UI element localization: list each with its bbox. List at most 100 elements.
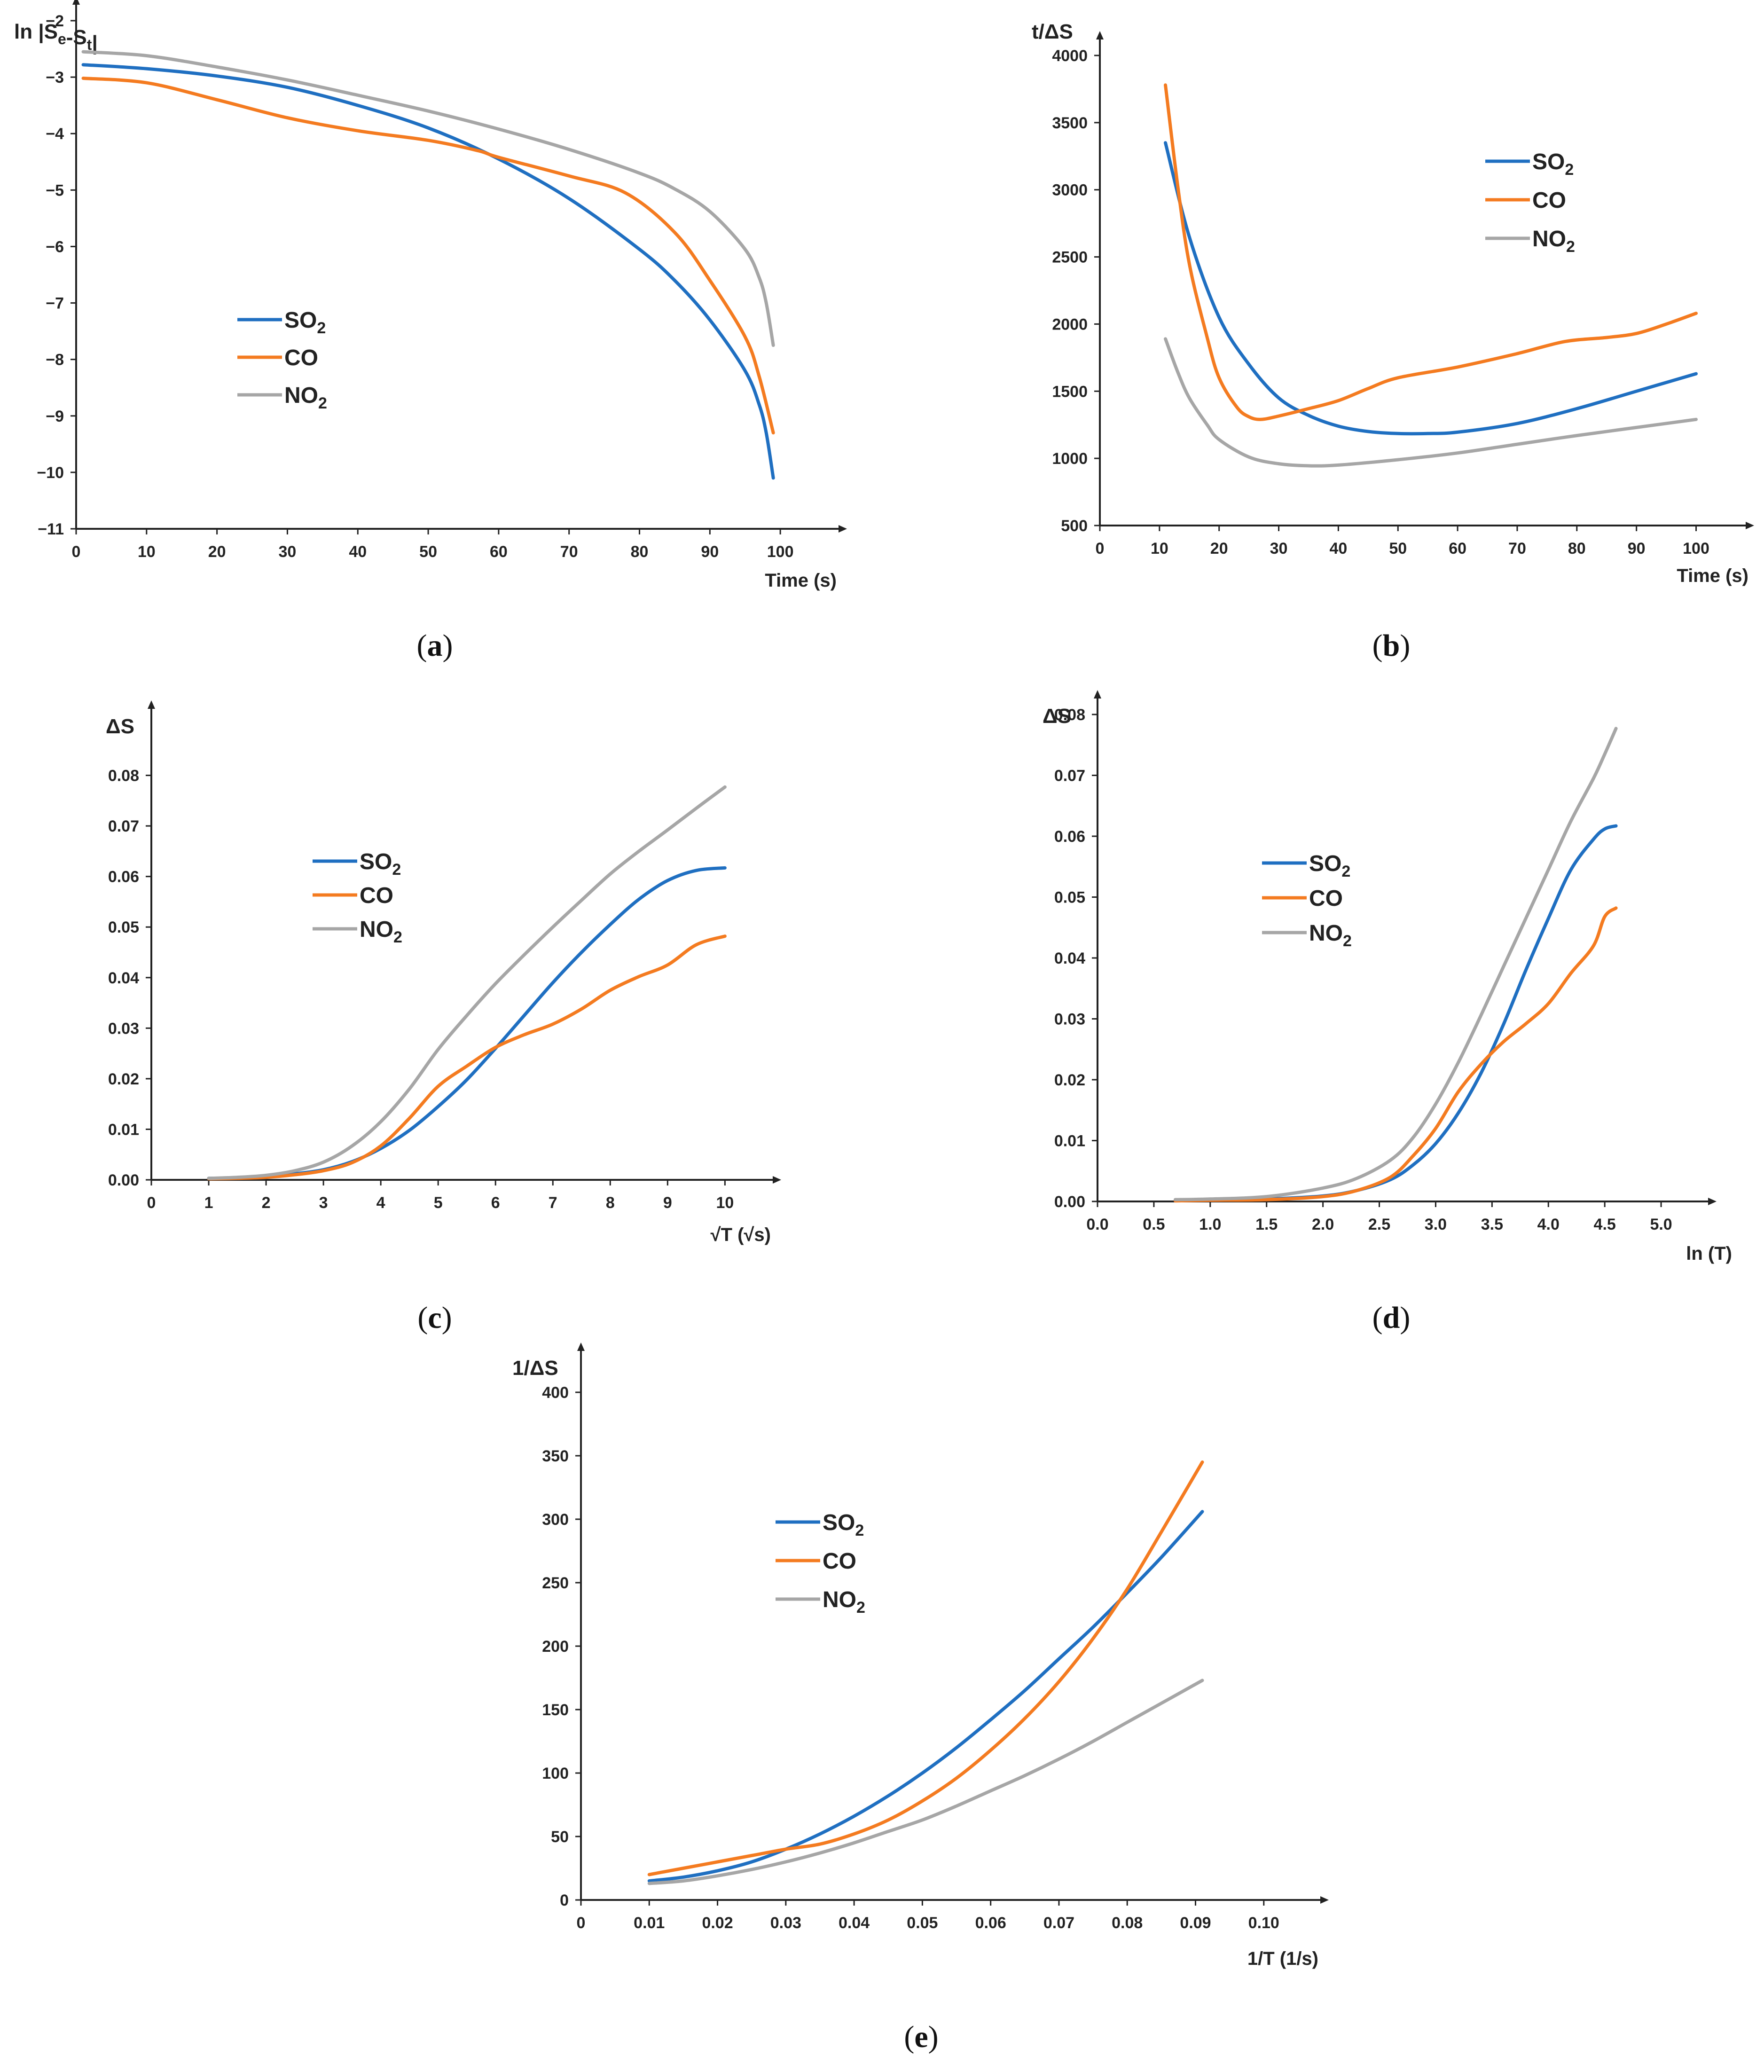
x-axis-label: 1/T (1/s) <box>1247 1948 1318 1969</box>
x-axis-arrow <box>1708 1198 1717 1205</box>
y-tick-label: 0 <box>560 1891 569 1909</box>
x-axis-label: ln (T) <box>1686 1243 1732 1264</box>
x-tick-label: 90 <box>1628 540 1646 557</box>
x-axis-arrow <box>1746 522 1754 529</box>
series-line-so2 <box>207 866 727 1180</box>
y-axis-label: ln |Se-St| <box>14 20 98 55</box>
x-tick-label: 60 <box>490 543 508 561</box>
y-tick-label: 300 <box>542 1511 569 1529</box>
x-tick-label: 80 <box>631 543 649 561</box>
y-tick-label: 0.01 <box>108 1121 139 1138</box>
x-tick-label: 4.5 <box>1594 1216 1616 1233</box>
series-line-co <box>81 77 775 435</box>
panel-label: (b) <box>1372 628 1411 663</box>
y-tick-label: 0.06 <box>108 868 139 886</box>
legend-label-co: CO <box>1532 188 1566 213</box>
x-tick-label: 1 <box>204 1194 213 1212</box>
y-tick-label: −9 <box>46 408 64 425</box>
series-line-so2 <box>1174 824 1618 1202</box>
x-tick-label: 30 <box>279 543 297 561</box>
series-line-so2 <box>1164 141 1698 436</box>
x-tick-label: 50 <box>419 543 437 561</box>
x-tick-label: 90 <box>701 543 719 561</box>
x-tick-label: 7 <box>549 1194 557 1212</box>
y-tick-label: 0.05 <box>1054 889 1085 907</box>
chart-b: 0 10 20 30 40 50 60 70 80 90 100 500 1000 1500 2000 250… <box>1032 20 1754 663</box>
series-line-co <box>1164 83 1698 421</box>
panel-label: (e) <box>904 2020 938 2054</box>
x-tick-label: 2 <box>262 1194 271 1212</box>
legend-label-co: CO <box>823 1549 856 1574</box>
y-tick-label: 150 <box>542 1701 569 1719</box>
legend-label-so2: SO2 <box>1532 149 1574 179</box>
x-axis-label: Time (s) <box>1677 565 1748 586</box>
y-tick-label: −7 <box>46 295 64 313</box>
legend-label-no2: NO2 <box>823 1587 865 1617</box>
legend-label-no2: NO2 <box>284 383 327 412</box>
series-line-no2 <box>1174 727 1618 1201</box>
x-tick-label: 10 <box>138 543 156 561</box>
y-tick-label: 4000 <box>1052 47 1088 65</box>
x-axis-label: √T (√s) <box>711 1224 771 1245</box>
y-tick-label: 3500 <box>1052 114 1088 132</box>
x-tick-label: 3 <box>319 1194 328 1212</box>
x-tick-label: 4 <box>376 1194 385 1212</box>
x-axis-arrow <box>773 1176 781 1184</box>
y-tick-label: 500 <box>1061 517 1088 535</box>
x-tick-label: 5.0 <box>1650 1216 1672 1233</box>
x-tick-label: 20 <box>1210 540 1228 557</box>
y-tick-label: −5 <box>46 181 64 199</box>
x-tick-label: 1.0 <box>1199 1216 1221 1233</box>
y-tick-label: 50 <box>551 1828 569 1846</box>
y-tick-label: 1500 <box>1052 383 1088 400</box>
y-axis-arrow <box>1096 31 1104 39</box>
x-tick-label: 5 <box>434 1194 443 1212</box>
legend-label-no2: NO2 <box>1532 227 1575 256</box>
x-tick-label: 30 <box>1270 540 1288 557</box>
y-tick-label: 0.06 <box>1054 828 1085 846</box>
legend-label-so2: SO2 <box>360 849 401 879</box>
y-tick-label: 0.00 <box>1054 1193 1085 1211</box>
x-axis-arrow <box>839 525 847 533</box>
x-tick-label: 50 <box>1389 540 1407 557</box>
x-tick-label: 70 <box>560 543 578 561</box>
y-tick-label: 2500 <box>1052 249 1088 267</box>
x-tick-label: 100 <box>1683 540 1709 557</box>
legend-label-co: CO <box>360 883 393 908</box>
legend-label-so2: SO2 <box>823 1510 864 1539</box>
x-tick-label: 10 <box>1151 540 1168 557</box>
y-axis-label: ΔS <box>106 715 134 738</box>
x-tick-label: 0 <box>577 1914 586 1932</box>
x-tick-label: 0 <box>72 543 81 561</box>
x-tick-label: 0.02 <box>702 1914 733 1932</box>
y-tick-label: −6 <box>46 238 64 256</box>
x-tick-label: 0.05 <box>907 1914 938 1932</box>
y-axis-arrow <box>577 1342 585 1351</box>
x-tick-label: 3.5 <box>1481 1216 1503 1233</box>
x-axis-label: Time (s) <box>765 570 837 591</box>
y-axis-arrow <box>148 700 155 709</box>
y-tick-label: 0.01 <box>1054 1132 1085 1150</box>
y-axis-label: ΔS <box>1043 705 1071 728</box>
y-tick-label: 100 <box>542 1765 569 1782</box>
y-tick-label: −8 <box>46 351 64 369</box>
x-tick-label: 40 <box>1329 540 1347 557</box>
legend-label-no2: NO2 <box>360 917 402 946</box>
legend-label-no2: NO2 <box>1309 921 1352 950</box>
series-line-no2 <box>207 785 727 1180</box>
x-tick-label: 9 <box>663 1194 672 1212</box>
x-tick-label: 70 <box>1508 540 1526 557</box>
x-tick-label: 80 <box>1568 540 1586 557</box>
x-tick-label: 0.08 <box>1112 1914 1143 1932</box>
x-tick-label: 40 <box>349 543 367 561</box>
y-tick-label: 0.04 <box>1054 950 1085 967</box>
x-tick-label: 8 <box>606 1194 615 1212</box>
y-tick-label: −10 <box>37 464 64 482</box>
legend-label-co: CO <box>1309 886 1343 911</box>
y-tick-label: −4 <box>46 125 64 143</box>
panel-label: (c) <box>417 1301 452 1335</box>
series-line-so2 <box>647 1510 1204 1883</box>
y-tick-label: 0.07 <box>1054 767 1085 785</box>
y-tick-label: 0.00 <box>108 1171 139 1189</box>
